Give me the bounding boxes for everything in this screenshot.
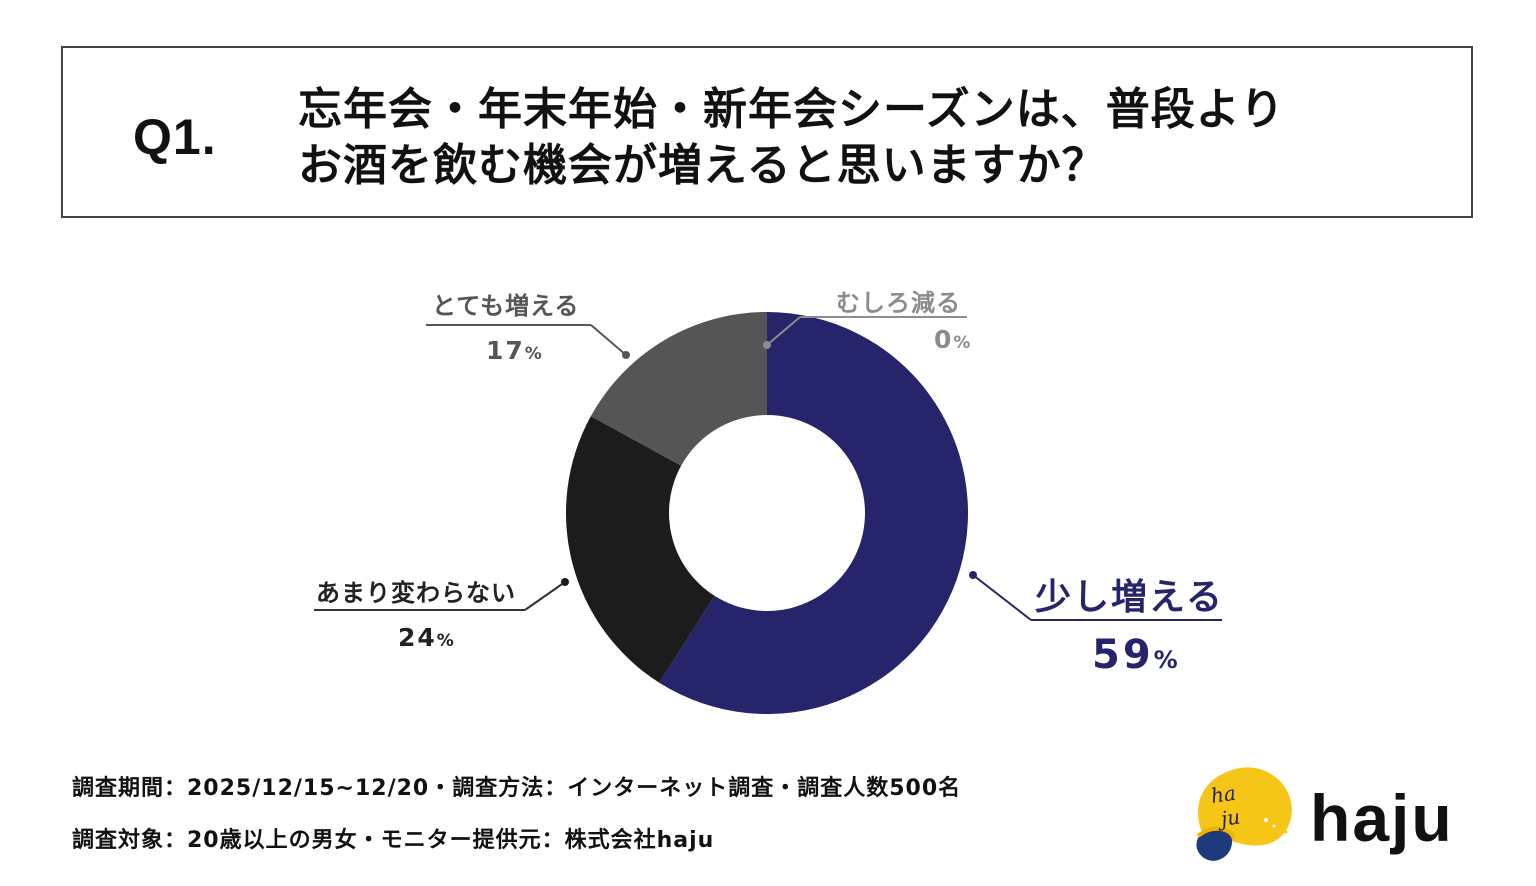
value-number: 24 [398, 623, 437, 652]
label-amari-name: あまり変わらない [316, 579, 516, 607]
donut-slice-1 [566, 416, 715, 683]
donut-slice-2 [590, 312, 767, 466]
footer-survey-period: 調査期間：2025/12/15~12/20・調査方法：インターネット調査・調査人… [72, 776, 962, 801]
label-amari-value: 24% [398, 623, 454, 652]
value-number: 59 [1092, 632, 1154, 678]
svg-text:ha: ha [1209, 781, 1237, 808]
question-line-2: お酒を飲む機会が増えると思いますか？ [298, 140, 1107, 191]
question-number: Q1. [133, 109, 217, 165]
footer-survey-target: 調査対象：20歳以上の男女・モニター提供元：株式会社haju [72, 828, 715, 853]
callout-totemo [426, 324, 630, 359]
callout-mushiro [763, 316, 967, 349]
percent-sign: % [524, 344, 542, 364]
donut-slices [566, 312, 968, 714]
question-box [61, 46, 1473, 218]
label-sukoshi-value: 59% [1092, 632, 1178, 678]
callout-sukoshi [969, 571, 1222, 621]
label-mushiro-value: 0% [934, 325, 970, 354]
percent-sign: % [1153, 646, 1178, 674]
label-mushiro-name: むしろ減る [836, 289, 961, 317]
value-number: 17 [486, 336, 525, 365]
label-totemo-value: 17% [486, 336, 542, 365]
percent-sign: % [953, 333, 971, 353]
brand-logo-text: haju [1310, 781, 1454, 855]
question-text: 忘年会・年末年始・新年会シーズンは、普段より お酒を飲む機会が増えると思いますか… [298, 82, 1285, 194]
question-line-1: 忘年会・年末年始・新年会シーズンは、普段より [298, 84, 1285, 135]
haju-logo-icon: ha ju [1196, 767, 1292, 861]
donut-slice-0 [659, 312, 968, 714]
label-totemo-name: とても増える [432, 292, 580, 320]
label-sukoshi-name: 少し増える [1035, 577, 1224, 618]
callout-amari [314, 578, 569, 611]
percent-sign: % [436, 631, 454, 651]
value-number: 0 [934, 325, 954, 354]
